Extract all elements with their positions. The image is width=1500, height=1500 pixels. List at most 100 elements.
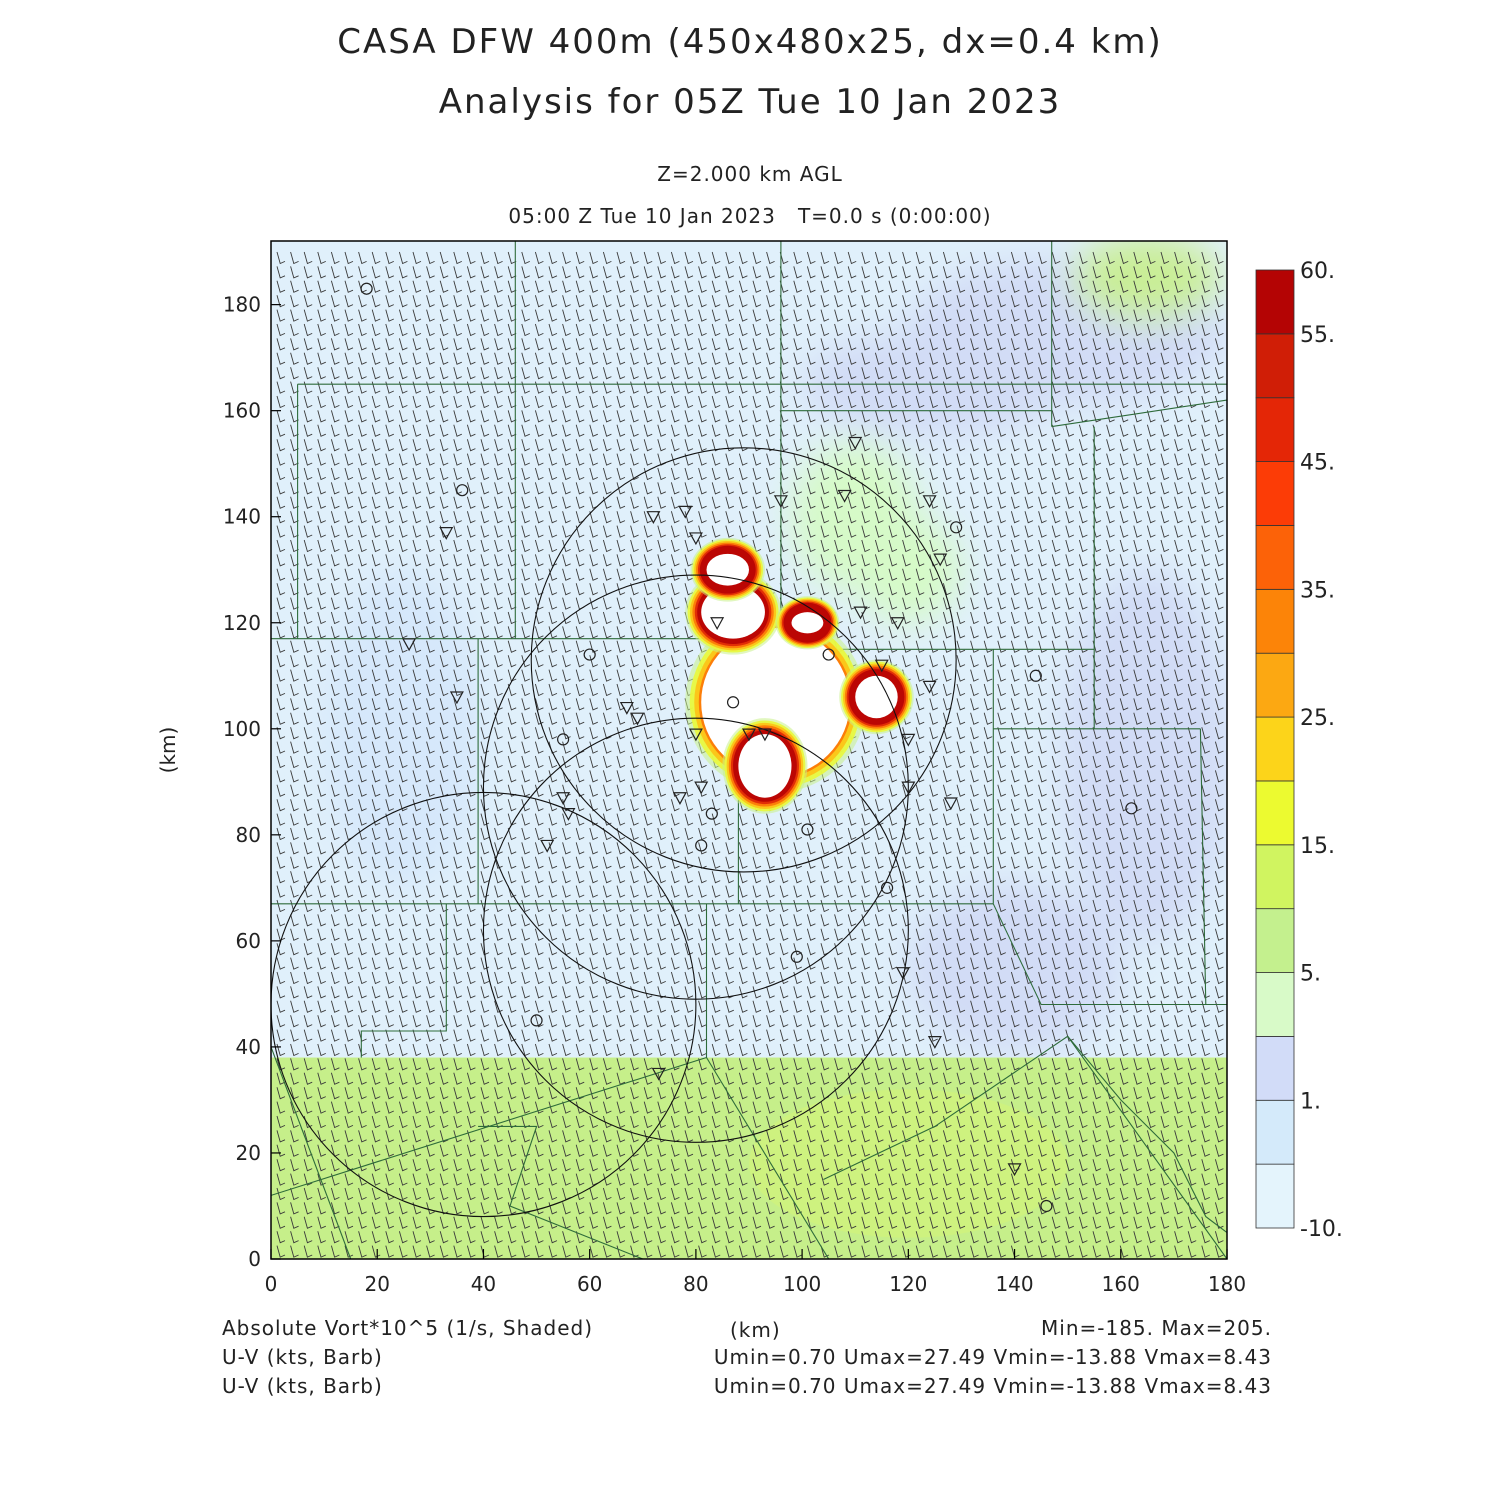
station-triangle-marker <box>901 781 916 795</box>
station-triangle-marker <box>651 1067 666 1081</box>
x-tick-label: 40 <box>471 1272 496 1296</box>
colorbar-swatch <box>1255 844 1295 910</box>
y-tick-label: 60 <box>236 929 261 953</box>
colorbar-swatch <box>1255 1036 1295 1101</box>
y-tick-label: 40 <box>236 1035 261 1059</box>
wind-stats-2: Umin=0.70 Umax=27.49 Vmin=-13.88 Vmax=8.… <box>713 1374 1272 1398</box>
barb-label-1: U-V (kts, Barb) <box>222 1345 383 1369</box>
station-circle-marker <box>726 696 740 709</box>
wind-stats-1: Umin=0.70 Umax=27.49 Vmin=-13.88 Vmax=8.… <box>713 1345 1272 1369</box>
station-circle-marker <box>801 823 814 836</box>
station-triangle-marker <box>837 489 852 503</box>
colorbar-swatch <box>1255 1163 1295 1229</box>
vorticity-core <box>839 659 914 735</box>
county-boundary <box>1199 728 1207 1005</box>
county-boundary <box>271 1046 352 1259</box>
core-interior <box>791 612 824 634</box>
station-circle-marker <box>790 950 803 963</box>
station-circle-marker <box>695 839 708 852</box>
colorbar-label: 15. <box>1300 834 1335 859</box>
station-triangle-marker <box>710 617 725 631</box>
station-triangle-marker <box>619 701 634 715</box>
county-boundary <box>1051 399 1227 428</box>
county-boundary <box>478 1125 644 1259</box>
vorticity-patch <box>855 516 962 623</box>
colorbar-swatch <box>1255 780 1295 846</box>
station-circle-marker <box>1029 669 1042 682</box>
station-circle-marker <box>557 733 570 746</box>
station-triangle-marker <box>933 553 948 567</box>
station-triangle-marker <box>773 495 788 509</box>
station-triangle-marker <box>672 792 687 805</box>
colorbar-swatch <box>1255 333 1295 399</box>
station-circle-marker <box>456 484 469 497</box>
station-triangle-marker <box>646 511 661 524</box>
x-tick-label: 140 <box>995 1272 1033 1296</box>
vorticity-core <box>690 537 765 602</box>
vorticity-patch <box>1073 241 1222 321</box>
station-triangle-marker <box>848 436 863 450</box>
colorbar-swatch <box>1255 461 1295 526</box>
x-tick-label: 160 <box>1102 1272 1140 1296</box>
y-tick-label: 180 <box>223 293 261 317</box>
station-triangle-marker <box>561 808 576 821</box>
y-tick-label: 120 <box>223 611 261 635</box>
colorbar-swatch <box>1255 716 1295 782</box>
y-tick-label: 100 <box>223 717 261 741</box>
vorticity-patch <box>1062 569 1227 941</box>
y-tick-label: 140 <box>223 505 261 529</box>
station-triangle-marker <box>540 839 555 853</box>
x-axis: 0 20 40 60 80 100 120 140 160 180 <box>265 1249 1246 1296</box>
county-boundary <box>706 1057 830 1259</box>
station-circle-marker <box>1125 802 1138 815</box>
station-triangle-marker <box>439 527 454 540</box>
station-circle-marker <box>583 648 596 661</box>
station-triangle-marker <box>901 733 916 747</box>
station-circle-marker <box>705 807 718 820</box>
x-axis-unit: (km) <box>730 1318 781 1342</box>
station-circle-marker <box>1040 1199 1053 1213</box>
y-tick-label: 0 <box>248 1247 261 1271</box>
station-triangle-marker <box>556 792 571 805</box>
chart-subtitle: Analysis for 05Z Tue 10 Jan 2023 <box>438 82 1062 122</box>
colorbar-swatch <box>1255 908 1295 973</box>
station-triangle-marker <box>927 1036 942 1049</box>
station-triangle-marker <box>402 638 417 652</box>
station-triangle-marker <box>688 532 703 546</box>
colorbar-swatch <box>1255 525 1295 590</box>
core-interior <box>738 734 792 798</box>
radar-range-ring <box>482 717 909 1143</box>
station-circle-marker <box>530 1014 543 1027</box>
county-boundary <box>1067 1035 1227 1233</box>
core-interior <box>855 675 898 719</box>
colorbar-swatch <box>1255 397 1295 463</box>
station-triangle-marker <box>943 797 958 811</box>
x-tick-label: 80 <box>683 1272 708 1296</box>
time-label: 05:00 Z Tue 10 Jan 2023 T=0.0 s (0:00:00… <box>508 204 992 228</box>
colorbar-swatch <box>1255 588 1295 654</box>
y-axis: 0 20 40 60 80 100 120 140 160 180 <box>223 293 281 1271</box>
x-tick-label: 120 <box>889 1272 927 1296</box>
county-boundary <box>992 903 1227 1006</box>
station-triangle-marker <box>688 728 703 742</box>
x-tick-label: 20 <box>364 1272 389 1296</box>
colorbar-label: 55. <box>1300 323 1335 348</box>
station-triangle-marker <box>1007 1163 1022 1177</box>
colorbar-swatch <box>1255 269 1295 335</box>
station-circle-marker <box>360 282 373 295</box>
colorbar-swatch <box>1255 972 1295 1037</box>
station-circle-marker <box>880 881 894 894</box>
station-triangle-marker <box>757 728 772 742</box>
station-triangle-marker <box>741 728 757 742</box>
vorticity-core <box>775 596 840 650</box>
vorticity-patch <box>749 1089 1068 1238</box>
core-interior <box>706 553 749 586</box>
station-triangle-marker <box>922 495 937 509</box>
station-triangle-marker <box>896 967 911 980</box>
station-triangle-marker <box>630 712 645 726</box>
vorticity-patch <box>324 569 484 888</box>
field-label: Absolute Vort*10^5 (1/s, Shaded) <box>222 1316 594 1340</box>
vorticity-band <box>271 1057 1227 1259</box>
y-tick-label: 80 <box>236 823 261 847</box>
y-tick-label: 20 <box>236 1141 261 1165</box>
